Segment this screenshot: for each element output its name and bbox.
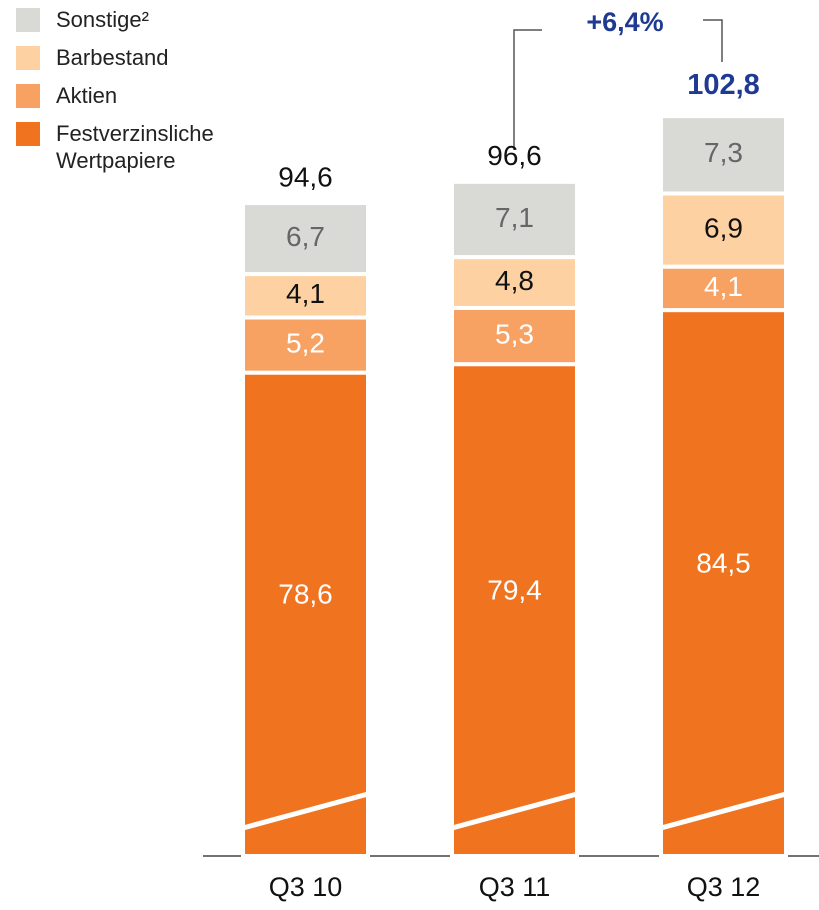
legend-item: Sonstige² [16,6,276,33]
bar-segment [659,191,788,269]
axis-break [451,791,578,831]
segment-label: 4,1 [286,278,325,309]
legend-label: Barbestand [56,45,169,70]
segment-label: 84,5 [696,547,751,578]
axis-break [660,791,787,831]
segment-label: 7,3 [704,137,743,168]
annotation: +6,4% [586,7,663,37]
segment-label: 4,8 [495,265,534,296]
total-label: 94,6 [278,161,333,192]
total-label: 102,8 [687,69,760,101]
legend-item: Aktien [16,82,276,109]
segment-label: 6,9 [704,212,743,243]
segment-label: 5,2 [286,327,325,358]
bar-segment [241,370,370,858]
legend-item: Festverzinsliche Wertpapiere [16,120,276,174]
x-tick-label: Q3 11 [479,872,551,902]
x-tick-label: Q3 10 [269,872,343,902]
bar-segment [450,362,579,858]
segment-label: 6,7 [286,221,325,252]
total-label: 96,6 [487,140,542,171]
legend-label: Festverzinsliche Wertpapiere [56,121,214,173]
bar-segment [450,179,579,260]
legend-label: Sonstige² [56,7,149,32]
bar-segment [659,308,788,859]
bracket-left [513,29,542,150]
legend-swatch [16,46,40,70]
bar-segment [450,255,579,310]
bar-segment [659,114,788,196]
segment-label: 7,1 [495,202,534,233]
legend-label: Aktien [56,83,118,108]
bar-segment [241,201,370,277]
legend-swatch [16,8,40,32]
segment-label: 5,3 [495,318,534,349]
segment-label: 4,1 [704,271,743,302]
bar-segment [241,315,370,375]
bracket-right [703,19,723,62]
growth-bracket [513,19,723,150]
x-tick-label: Q3 12 [687,872,761,902]
axis-break [242,791,369,831]
legend-swatch [16,122,40,146]
legend: Sonstige² Barbestand Aktien Festverzinslich… [16,6,276,185]
segment-label: 78,6 [278,579,333,610]
segment-label: 79,4 [487,574,542,605]
legend-swatch [16,84,40,108]
legend-item: Barbestand [16,44,276,71]
